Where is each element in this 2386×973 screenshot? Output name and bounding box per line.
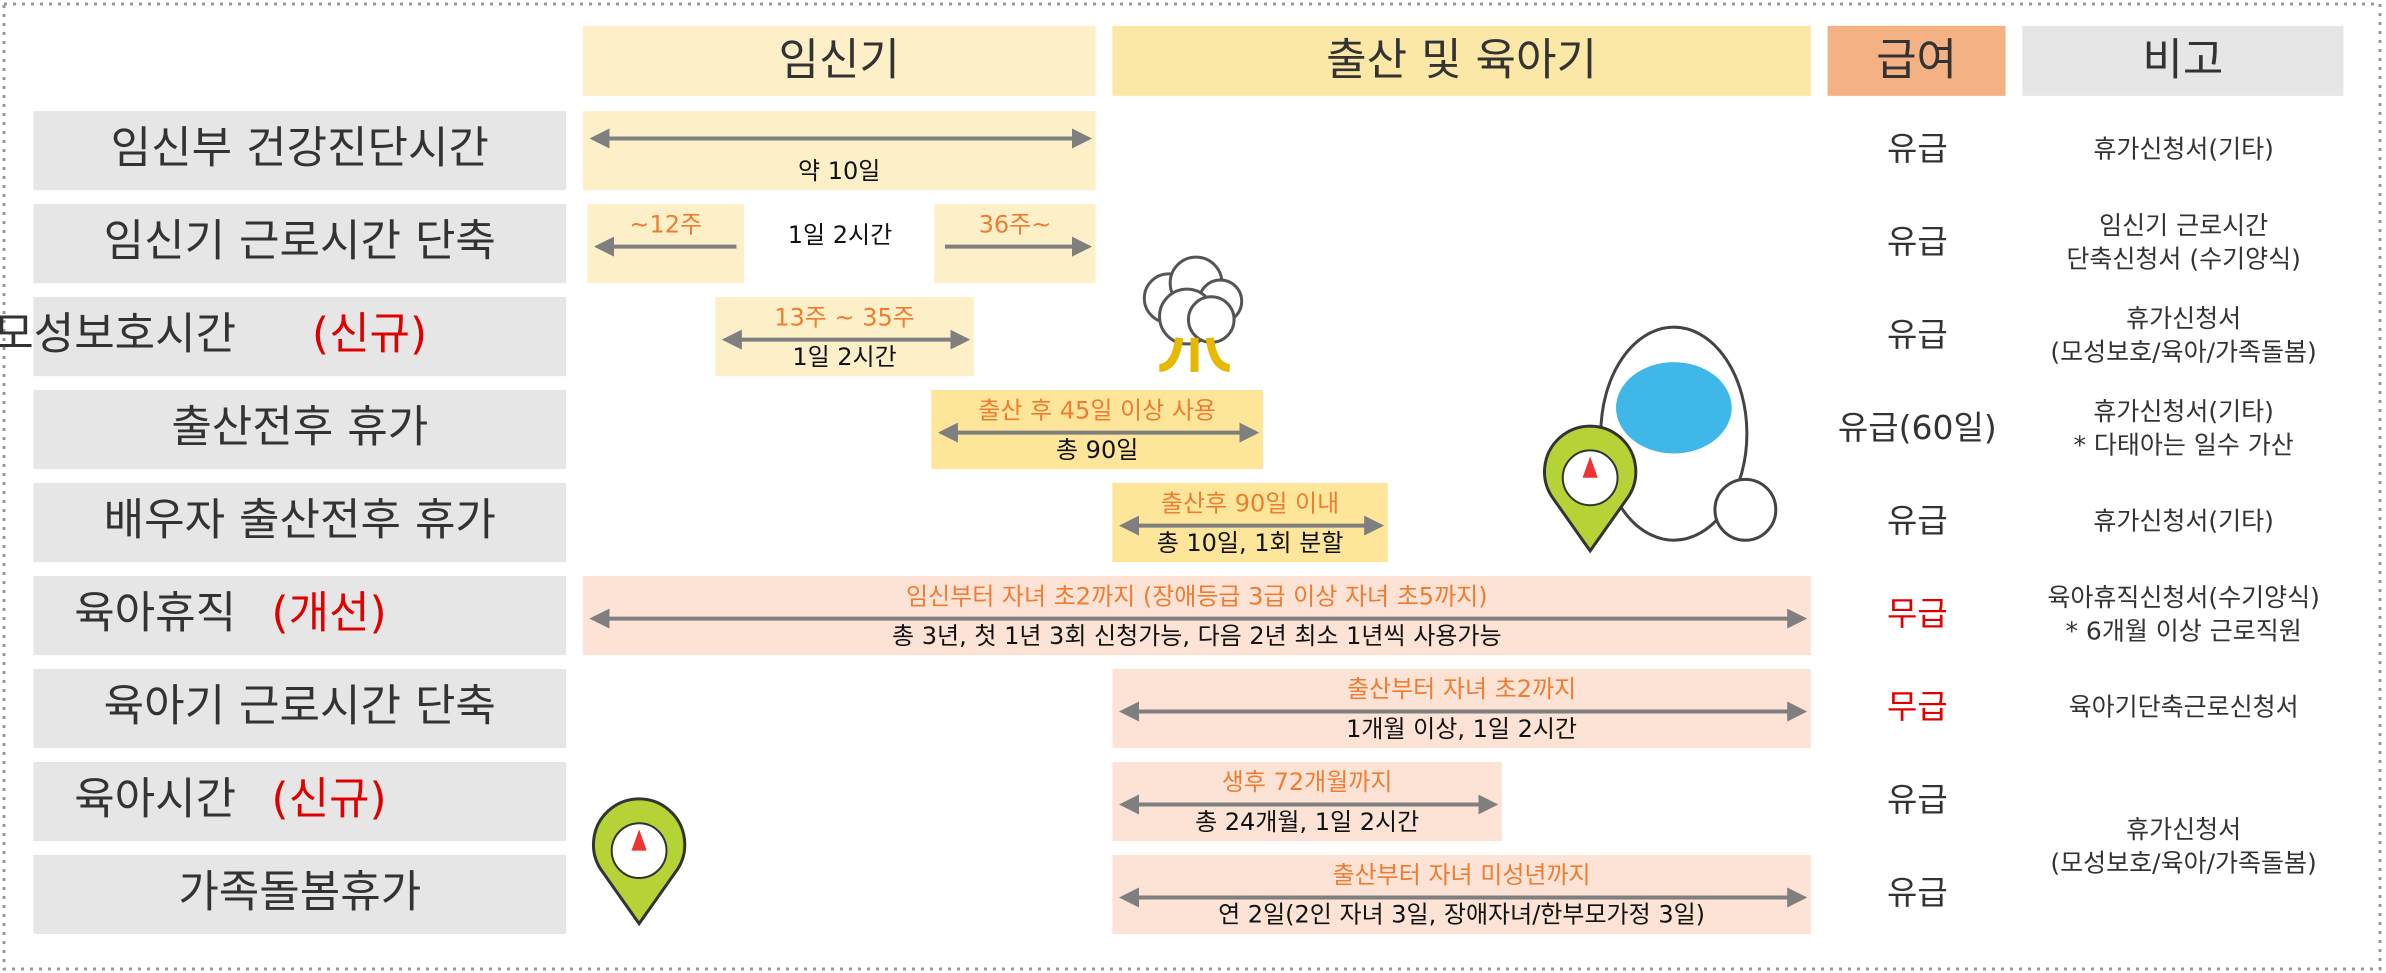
pay-type: 유급 xyxy=(1887,780,1948,819)
header-cell xyxy=(582,25,1096,96)
shape xyxy=(1582,456,1598,478)
row-label: 모성보호시간 xyxy=(0,309,236,360)
row-label: 육아휴직 xyxy=(74,588,236,639)
note-text: (모성보호/육아/가족돌봄) xyxy=(2050,849,2316,878)
mascot-cat xyxy=(1599,325,1778,542)
header-cell xyxy=(2022,25,2344,96)
header-text: 비고 xyxy=(2142,34,2223,85)
bar-condition: 13주 ~ 35주 xyxy=(774,303,915,331)
bar-condition: 출산부터 자녀 초2까지 xyxy=(1347,675,1576,703)
row-label: 가족돌봄휴가 xyxy=(178,866,421,917)
header-text: 임신기 xyxy=(778,34,899,85)
row-label-cell xyxy=(33,482,567,563)
bar-condition: 36주~ xyxy=(979,210,1052,238)
pay-type: 유급 xyxy=(1887,222,1948,261)
timeline-bar xyxy=(582,111,1096,191)
pay-type: 무급 xyxy=(1887,687,1948,726)
bar-condition: ~12주 xyxy=(629,210,702,238)
row-label-cell xyxy=(33,111,567,191)
pay-type: 유급 xyxy=(1887,501,1948,540)
header-cell xyxy=(1827,25,2006,96)
bar-duration: 1개월 이상, 1일 2시간 xyxy=(1346,715,1577,743)
pay-type: 유급 xyxy=(1887,315,1948,354)
row-label: 출산전후 휴가 xyxy=(171,402,428,453)
bar-duration: 약 10일 xyxy=(798,157,880,185)
row-label-cell xyxy=(33,854,567,935)
mascot-compass xyxy=(591,797,687,927)
pay-type: 유급(60일) xyxy=(1838,408,1997,447)
header-text: 급여 xyxy=(1876,34,1957,85)
header-cell xyxy=(1112,25,1811,96)
note-text: * 다태아는 일수 가산 xyxy=(2073,430,2293,459)
bar-duration: 1일 2시간 xyxy=(788,221,892,249)
pay-type: 유급 xyxy=(1887,873,1948,912)
row-label-cell xyxy=(33,204,567,284)
note-text: * 6개월 이상 근로직원 xyxy=(2065,616,2301,645)
pay-type: 무급 xyxy=(1887,594,1948,633)
row-tag: (신규) xyxy=(312,309,427,360)
bar-condition: 출산후 90일 이내 xyxy=(1161,489,1339,517)
note-text: 임신기 근로시간 xyxy=(2099,211,2268,240)
note-text: (모성보호/육아/가족돌봄) xyxy=(2050,337,2316,366)
shape xyxy=(1561,449,1619,507)
bar-condition: 출산 후 45일 이상 사용 xyxy=(978,396,1216,424)
row-label-cell xyxy=(33,668,567,749)
row-tag: (신규) xyxy=(271,773,386,824)
shape xyxy=(631,829,647,851)
shape xyxy=(1713,477,1778,542)
shape xyxy=(1158,337,1231,372)
row-label-cell xyxy=(33,761,567,842)
mascot-compass xyxy=(1543,424,1638,554)
row-label: 육아기 근로시간 단축 xyxy=(104,680,496,731)
note-text: 휴가신청서(기타) xyxy=(2093,135,2274,164)
note-text: 휴가신청서 xyxy=(2126,304,2241,333)
shape xyxy=(1186,295,1236,344)
pay-type: 유급 xyxy=(1887,129,1948,168)
note-text: 휴가신청서 xyxy=(2126,815,2241,844)
bar-duration: 총 10일, 1회 분할 xyxy=(1157,529,1344,557)
bar-duration: 1일 2시간 xyxy=(792,343,896,371)
row-label: 배우자 출산전후 휴가 xyxy=(104,495,496,546)
timeline-bar xyxy=(934,204,1096,284)
bar-duration: 연 2일(2인 자녀 3일, 장애자녀/한부모가정 3일) xyxy=(1218,901,1705,929)
note-text: 육아기단축근로신청서 xyxy=(2069,692,2299,721)
note-text: 단축신청서 (수기양식) xyxy=(2066,244,2300,273)
bar-duration: 총 90일 xyxy=(1056,436,1138,464)
row-label: 육아시간 xyxy=(74,773,236,824)
bar-condition: 임신부터 자녀 초2까지 (장애등급 3급 이상 자녀 초5까지) xyxy=(906,582,1488,610)
bar-condition: 생후 72개월까지 xyxy=(1222,768,1393,796)
mascot-cloud xyxy=(1142,255,1244,372)
row-label: 임신부 건강진단시간 xyxy=(111,123,489,174)
note-text: 휴가신청서(기타) xyxy=(2093,507,2274,536)
row-tag: (개선) xyxy=(271,588,386,639)
bar-duration: 총 3년, 첫 1년 3회 신청가능, 다음 2년 최소 1년씩 사용가능 xyxy=(892,622,1502,650)
row-label-cell xyxy=(33,390,567,470)
bar-duration: 총 24개월, 1일 2시간 xyxy=(1195,808,1419,836)
note-text: 육아휴직신청서(수기양식) xyxy=(2047,583,2320,612)
row-label-cell xyxy=(33,297,567,377)
bar-condition: 출산부터 자녀 미성년까지 xyxy=(1333,861,1591,889)
note-text: 휴가신청서(기타) xyxy=(2093,397,2274,426)
header-text: 출산 및 육아기 xyxy=(1326,34,1597,85)
row-label: 임신기 근로시간 단축 xyxy=(104,216,496,267)
shape xyxy=(1616,362,1732,454)
row-label-cell xyxy=(33,575,567,656)
